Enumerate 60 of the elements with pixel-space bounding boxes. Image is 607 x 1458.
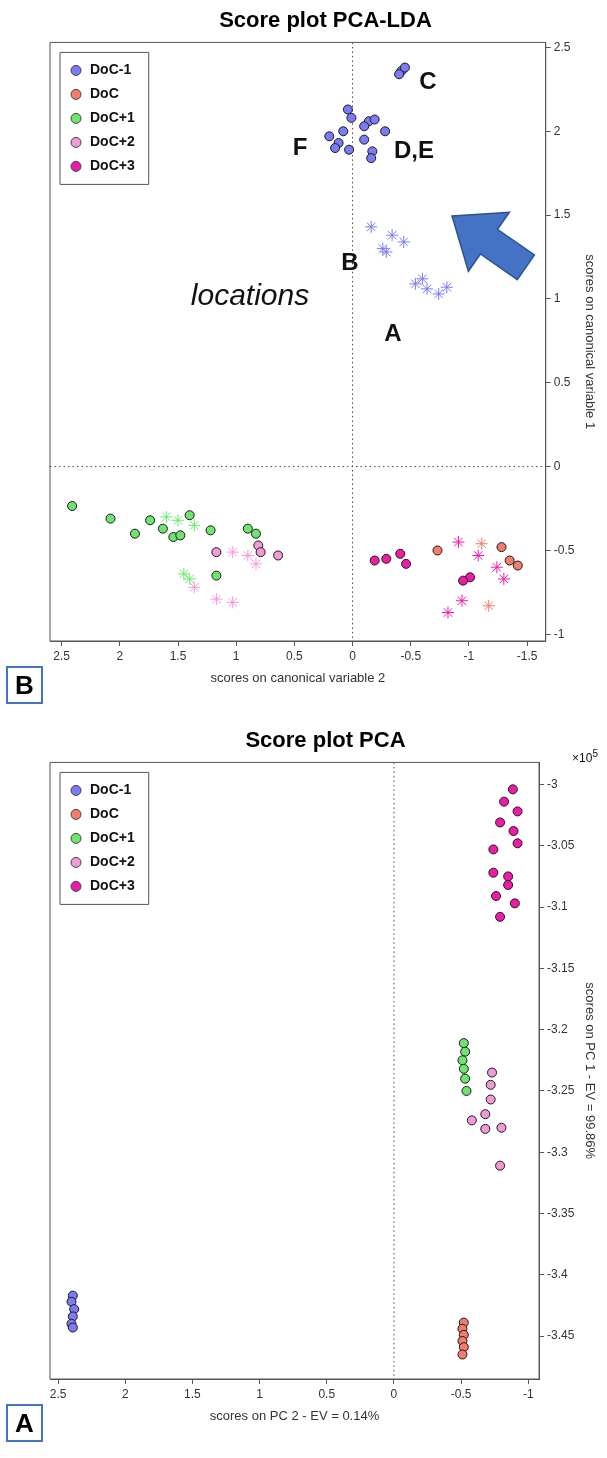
legend-label: DoC+3 xyxy=(90,877,135,894)
x-tick-label: 1 xyxy=(256,1386,264,1401)
y-tick-label: -3.15 xyxy=(547,960,575,975)
legend-label: DoC+2 xyxy=(90,133,135,150)
x-axis-title: scores on PC 2 - EV = 0.14% xyxy=(209,1407,380,1423)
legend-label: DoC+3 xyxy=(90,157,135,174)
y-tick-label: 0 xyxy=(553,458,561,473)
y-tick-label: -3.1 xyxy=(547,899,569,914)
chart-title: Score plot PCA xyxy=(245,727,406,753)
text: B xyxy=(6,666,43,704)
x-tick-label: -1 xyxy=(463,648,475,663)
y-axis-title: scores on canonical variable 1 xyxy=(582,254,598,430)
y-tick-label: -3.05 xyxy=(547,838,575,853)
annotation: F xyxy=(292,133,308,161)
chart-title: Score plot PCA-LDA xyxy=(219,7,432,33)
y-tick-label: 1 xyxy=(553,291,561,306)
y-tick-label: -3.2 xyxy=(547,1021,569,1036)
text: ×10$^{5}$ xyxy=(572,747,598,765)
y-tick-label: -3.35 xyxy=(547,1205,575,1220)
annotation: D,E xyxy=(393,136,435,164)
annotation: B xyxy=(341,248,359,276)
y-tick-label: 1.5 xyxy=(553,207,571,222)
x-tick-label: -1.5 xyxy=(516,648,538,663)
x-tick-label: -1 xyxy=(522,1386,534,1401)
y-tick-label: -3 xyxy=(547,776,559,791)
y-tick-label: -3.25 xyxy=(547,1083,575,1098)
text: A xyxy=(6,1404,43,1442)
x-tick-label: 0 xyxy=(349,648,357,663)
legend-label: DoC xyxy=(90,805,119,822)
legend-label: DoC+2 xyxy=(90,853,135,870)
x-tick-label: 2 xyxy=(116,648,124,663)
x-axis-title: scores on canonical variable 2 xyxy=(210,669,386,685)
x-tick-label: 0 xyxy=(390,1386,398,1401)
x-tick-label: 2.5 xyxy=(53,648,71,663)
legend-label: DoC-1 xyxy=(90,781,132,798)
x-tick-label: 2 xyxy=(121,1386,129,1401)
y-tick-label: 2 xyxy=(553,123,561,138)
y-tick-label: 2.5 xyxy=(553,39,571,54)
x-tick-label: 0.5 xyxy=(318,1386,336,1401)
y-tick-label: 0.5 xyxy=(553,375,571,390)
annotation: locations xyxy=(190,278,310,312)
legend-label: DoC+1 xyxy=(90,109,135,126)
y-tick-label: -3.3 xyxy=(547,1144,569,1159)
annotation: A xyxy=(384,319,402,347)
x-tick-label: 1.5 xyxy=(169,648,187,663)
y-axis-title: scores on PC 1 - EV = 99.86% xyxy=(582,982,598,1160)
y-tick-label: -0.5 xyxy=(553,542,575,557)
x-tick-label: 2.5 xyxy=(49,1386,67,1401)
y-tick-label: -3.45 xyxy=(547,1328,575,1343)
x-tick-label: 1 xyxy=(232,648,240,663)
x-tick-label: -0.5 xyxy=(450,1386,472,1401)
y-tick-label: -3.4 xyxy=(547,1267,569,1282)
legend-label: DoC xyxy=(90,85,119,102)
x-tick-label: 1.5 xyxy=(184,1386,202,1401)
x-tick-label: -0.5 xyxy=(400,648,422,663)
legend-label: DoC-1 xyxy=(90,61,132,78)
legend-label: DoC+1 xyxy=(90,829,135,846)
y-tick-label: -1 xyxy=(553,626,565,641)
annotation: C xyxy=(419,67,437,95)
x-tick-label: 0.5 xyxy=(286,648,304,663)
